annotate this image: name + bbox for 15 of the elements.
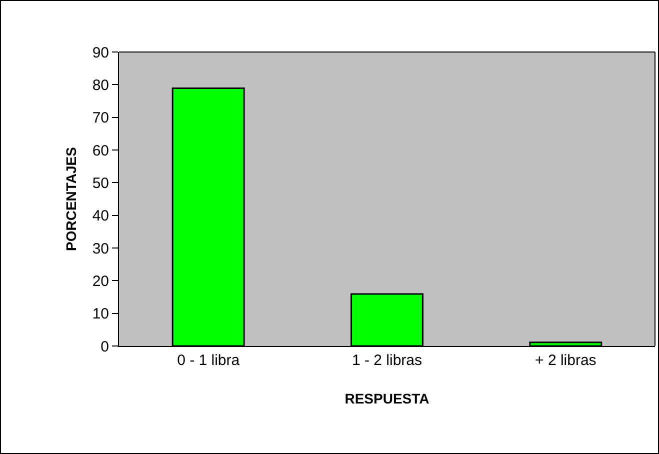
- y-tick-label: 60: [92, 142, 109, 160]
- y-tick-label: 40: [92, 208, 109, 225]
- y-tick-label: 20: [92, 272, 109, 290]
- x-tick-label: + 2 libras: [535, 352, 596, 369]
- y-tick-label: 10: [92, 306, 109, 323]
- y-tick-label: 80: [92, 76, 109, 94]
- x-axis-title: RESPUESTA: [344, 390, 430, 406]
- y-tick-label: 50: [92, 174, 109, 192]
- y-tick-label: 30: [92, 240, 109, 258]
- y-tick-label: 0: [100, 338, 109, 356]
- y-tick-label: 90: [92, 44, 109, 62]
- x-tick-label: 0 - 1 libra: [177, 352, 240, 369]
- y-tick-label: 70: [92, 110, 109, 127]
- x-tick-label: 1 - 2 libras: [352, 352, 422, 369]
- y-axis-title: PORCENTAJES: [62, 147, 79, 251]
